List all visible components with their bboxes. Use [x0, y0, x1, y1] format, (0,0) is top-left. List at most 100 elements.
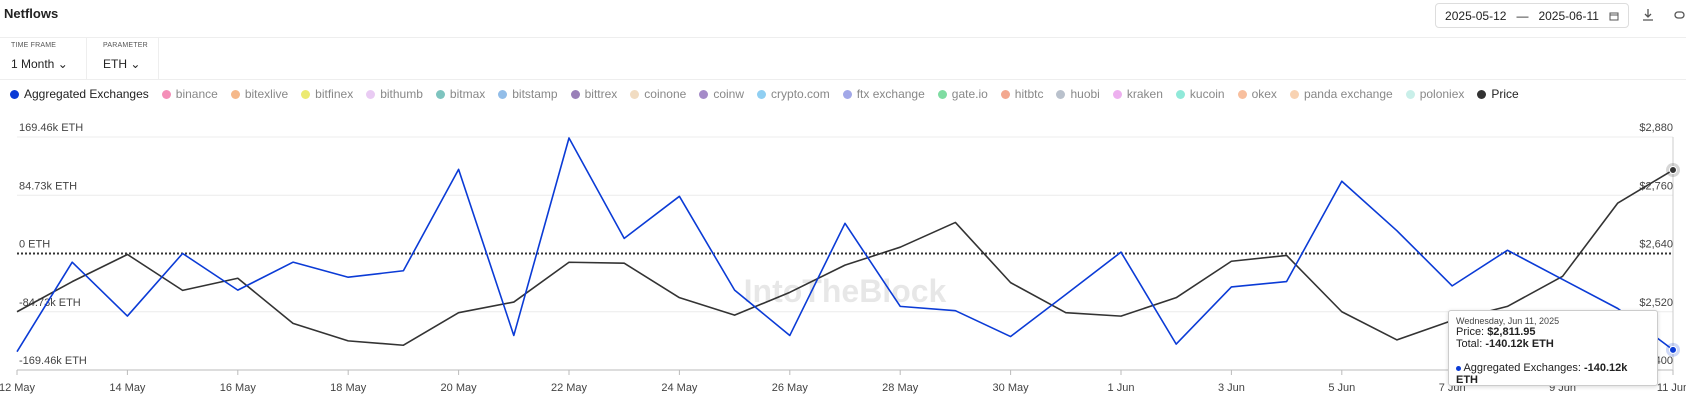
legend-label: bittrex [584, 87, 618, 101]
legend-swatch [1289, 89, 1299, 99]
tooltip-date: Wednesday, Jun 11, 2025 [1456, 316, 1560, 326]
x-tick-label: 14 May [109, 382, 146, 394]
legend-swatch [435, 89, 445, 99]
legend-swatch [699, 89, 709, 99]
legend-swatch [10, 89, 19, 99]
x-tick-label: 16 May [220, 382, 257, 394]
legend-swatch [570, 89, 580, 99]
time-frame-select[interactable]: 1 Month ⌄ [11, 57, 68, 71]
hover-point [1669, 166, 1677, 175]
y2-tick-label: $2,760 [1639, 180, 1673, 192]
hover-point [1669, 345, 1677, 354]
watermark: IntoTheBlock [744, 273, 947, 309]
legend-swatch [1477, 89, 1487, 99]
tooltip-value: $2,811.95 [1487, 326, 1536, 338]
x-tick-label: 18 May [330, 382, 367, 394]
control-value: 1 Month [11, 57, 55, 71]
legend-item[interactable]: panda exchange [1289, 87, 1393, 101]
legend-swatch [1175, 89, 1185, 99]
legend-label: okex [1251, 87, 1277, 101]
y2-tick-label: $2,640 [1639, 239, 1673, 251]
legend-item[interactable]: bitmax [435, 87, 486, 101]
legend-label: hitbtc [1014, 87, 1044, 101]
x-tick-label: 26 May [772, 382, 809, 394]
divider [0, 37, 1686, 38]
legend-item[interactable]: okex [1237, 87, 1277, 101]
legend-item[interactable]: binance [161, 87, 218, 101]
legend-item[interactable]: coinone [630, 87, 686, 101]
tooltip-label: Aggregated Exchanges: [1463, 362, 1581, 374]
y-tick-label: -169.46k ETH [19, 355, 87, 367]
legend-item[interactable]: coinw [699, 87, 744, 101]
legend-label: binance [175, 87, 218, 101]
legend-item[interactable]: crypto.com [757, 87, 830, 101]
tooltip: Wednesday, Jun 11, 2025 Price: $2,811.95… [1448, 310, 1658, 386]
legend-item[interactable]: bitfinex [301, 87, 353, 101]
series-line [16, 137, 1674, 353]
legend-label: panda exchange [1303, 87, 1393, 101]
legend-swatch [1405, 89, 1415, 99]
legend-label: crypto.com [771, 87, 830, 101]
x-tick-label: 20 May [441, 382, 478, 394]
legend-label: Aggregated Exchanges [24, 87, 149, 101]
legend-swatch [630, 89, 640, 99]
date-separator: — [1516, 8, 1529, 23]
legend-label: huobi [1070, 87, 1100, 101]
legend-swatch [1000, 89, 1010, 99]
x-tick-label: 5 Jun [1328, 382, 1355, 394]
control-label: PARAMETER [103, 42, 148, 49]
x-tick-label: 3 Jun [1218, 382, 1245, 394]
tooltip-value: -140.12k ETH [1456, 362, 1628, 386]
x-tick-label: 11 Jun [1657, 382, 1686, 394]
x-tick-label: 30 May [993, 382, 1030, 394]
legend-label: bitstamp [512, 87, 558, 101]
legend-item[interactable]: hitbtc [1000, 87, 1044, 101]
y2-tick-label: $2,880 [1639, 122, 1673, 134]
legend-item[interactable]: kraken [1112, 87, 1163, 101]
legend-item[interactable]: Aggregated Exchanges [10, 87, 149, 101]
legend-item[interactable]: gate.io [937, 87, 988, 101]
tooltip-value: -140.12k ETH [1485, 338, 1554, 350]
x-tick-label: 24 May [661, 382, 698, 394]
calendar-icon [1609, 12, 1619, 20]
legend-label: bitmax [449, 87, 486, 101]
legend-item[interactable]: ftx exchange [842, 87, 925, 101]
y-tick-label: -84.73k ETH [19, 297, 81, 309]
legend-item[interactable]: bithumb [366, 87, 423, 101]
x-tick-label: 1 Jun [1108, 382, 1135, 394]
legend-item[interactable]: kucoin [1175, 87, 1225, 101]
legend-label: poloniex [1419, 87, 1465, 101]
legend-label: bitfinex [315, 87, 354, 101]
divider [158, 38, 159, 79]
legend-label: coinone [644, 87, 687, 101]
legend-label: ftx exchange [856, 87, 925, 101]
x-tick-label: 22 May [551, 382, 588, 394]
divider [0, 79, 1686, 80]
control-value: ETH [103, 57, 127, 71]
legend-swatch [498, 89, 508, 99]
tooltip-label: Total: [1456, 338, 1483, 350]
legend-item[interactable]: poloniex [1405, 87, 1465, 101]
legend-swatch [230, 89, 240, 99]
legend-label: gate.io [951, 87, 988, 101]
download-icon[interactable] [1641, 8, 1655, 22]
parameter-select[interactable]: ETH ⌄ [103, 57, 141, 71]
legend-item[interactable]: huobi [1056, 87, 1100, 101]
y-tick-label: 0 ETH [19, 239, 50, 251]
link-icon[interactable] [1674, 8, 1686, 22]
legend-item[interactable]: bittrex [570, 87, 618, 101]
legend-item[interactable]: Price [1477, 87, 1519, 101]
control-label: TIME FRAME [11, 42, 57, 49]
date-range-picker[interactable]: 2025-05-12 — 2025-06-11 [1435, 3, 1629, 28]
x-tick-label: 28 May [882, 382, 919, 394]
legend-swatch [1112, 89, 1122, 99]
y-tick-label: 84.73k ETH [19, 180, 77, 192]
legend-swatch [301, 89, 311, 99]
legend-item[interactable]: bitstamp [498, 87, 558, 101]
series-line [16, 169, 1674, 347]
tooltip-dot [1456, 366, 1461, 371]
legend-item[interactable]: bitexlive [230, 87, 288, 101]
page-title: Netflows [4, 6, 59, 21]
